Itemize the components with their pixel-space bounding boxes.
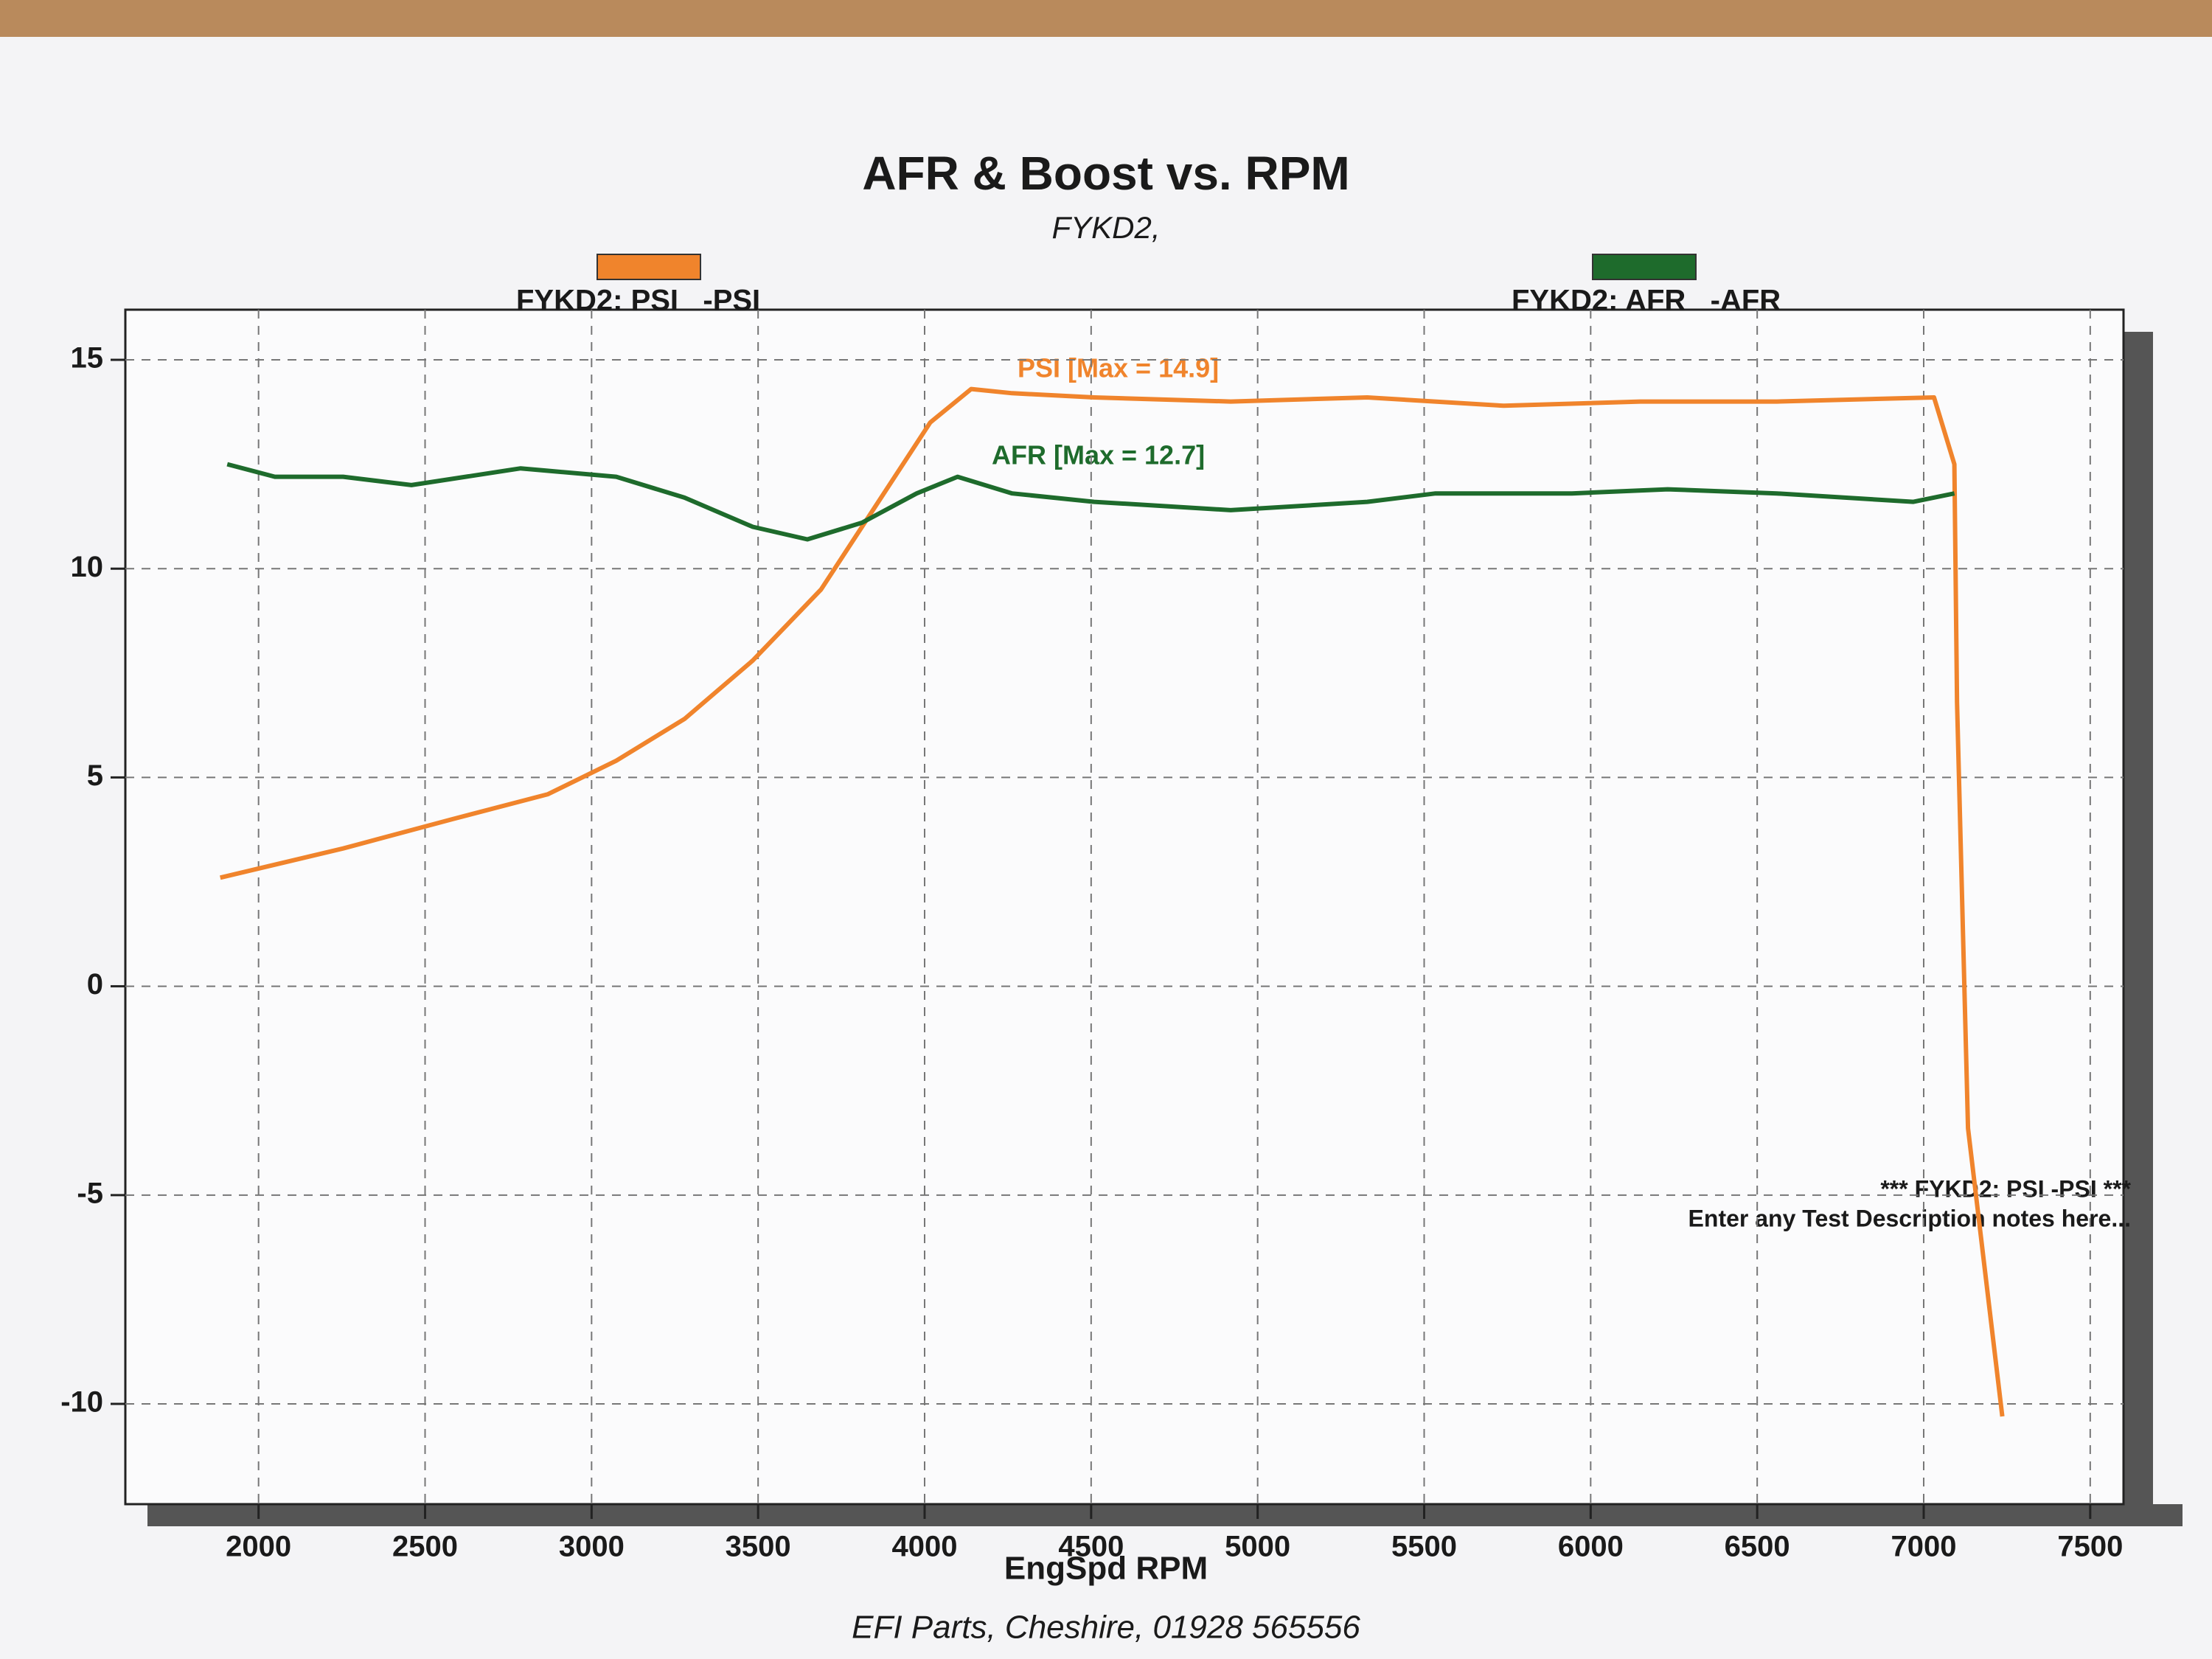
x-axis-title: EngSpd RPM — [1004, 1551, 1208, 1587]
x-tick-label: 3000 — [559, 1531, 625, 1563]
legend-swatch — [1592, 254, 1697, 280]
x-tick-label: 2000 — [226, 1531, 291, 1563]
note-line-2: Enter any Test Description notes here... — [1688, 1205, 2131, 1231]
y-tick-label: 15 — [71, 342, 104, 375]
y-tick-label: 0 — [87, 968, 103, 1001]
afr-max-note: AFR [Max = 12.7] — [992, 440, 1205, 470]
legend-label: FYKD2: AFR -AFR — [1512, 285, 1781, 317]
legend-label: FYKD2: PSI -PSI — [516, 285, 760, 317]
x-tick-label: 4000 — [892, 1531, 958, 1563]
plot-shadow-right — [2124, 332, 2153, 1526]
chart-subtitle: FYKD2, — [1051, 210, 1160, 245]
series-line — [226, 462, 1955, 542]
note-line-1: *** FYKD2: PSI -PSI *** — [1880, 1175, 2131, 1202]
x-tick-label: 3500 — [726, 1531, 791, 1563]
x-tick-label: 7500 — [2057, 1531, 2123, 1563]
legend-swatch — [597, 254, 701, 280]
y-tick-label: -10 — [60, 1386, 103, 1419]
footer: EFI Parts, Cheshire, 01928 565556 — [852, 1610, 1360, 1646]
x-tick-label: 5500 — [1391, 1531, 1457, 1563]
table-edge — [0, 0, 2212, 37]
chart-title: AFR & Boost vs. RPM — [862, 147, 1349, 200]
x-tick-label: 6000 — [1558, 1531, 1624, 1563]
plot-area — [124, 308, 2125, 1506]
x-tick-label: 4500 — [1058, 1531, 1124, 1563]
x-tick-label: 5000 — [1225, 1531, 1290, 1563]
x-tick-label: 2500 — [392, 1531, 458, 1563]
y-tick-label: 10 — [71, 551, 104, 583]
plot-shadow-bottom — [147, 1504, 2183, 1526]
series-line — [220, 386, 2005, 1417]
psi-max-note: PSI [Max = 14.9] — [1018, 353, 1219, 383]
x-tick-label: 6500 — [1725, 1531, 1790, 1563]
x-tick-label: 7000 — [1891, 1531, 1957, 1563]
y-tick-label: 5 — [87, 759, 103, 792]
y-tick-label: -5 — [77, 1177, 103, 1209]
